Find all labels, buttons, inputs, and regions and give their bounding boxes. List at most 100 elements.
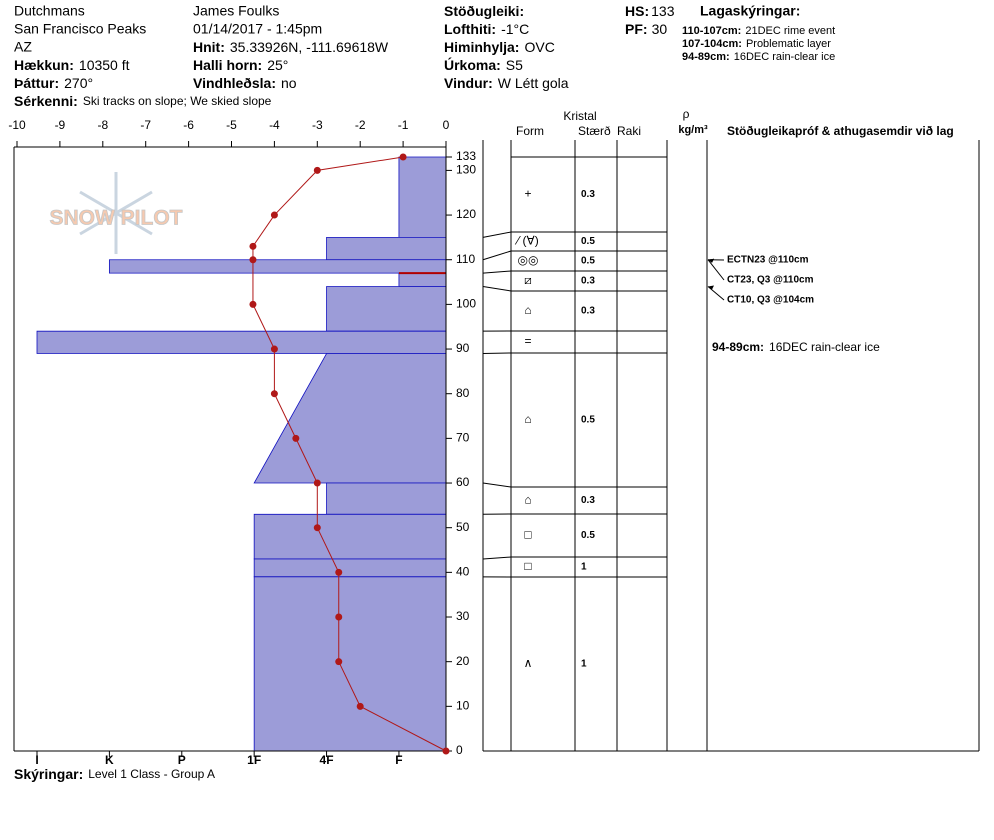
crystal-size: 0.5 bbox=[581, 236, 595, 247]
header-rho: ρ bbox=[683, 107, 690, 121]
label: PF: bbox=[625, 21, 648, 37]
temp-tick-label: -8 bbox=[97, 118, 108, 132]
layer-note: 94-89cm: 16DEC rain-clear ice bbox=[682, 51, 835, 63]
temp-tick-label: 0 bbox=[443, 118, 450, 132]
temperature-point bbox=[270, 390, 278, 398]
layer-connector bbox=[482, 352, 512, 355]
hardness-bar bbox=[108, 259, 447, 274]
value: Ski tracks on slope; We skied slope bbox=[83, 94, 272, 108]
depth-tick-label: 50 bbox=[456, 520, 470, 534]
range: 94-89cm: bbox=[682, 51, 730, 63]
temperature-line bbox=[252, 156, 447, 752]
value: no bbox=[281, 75, 297, 91]
location: Dutchmans bbox=[14, 3, 85, 19]
temp-tick-label: -1 bbox=[398, 118, 409, 132]
layer-connector bbox=[482, 250, 512, 261]
label: HS: bbox=[625, 3, 649, 19]
label: Úrkoma: bbox=[444, 56, 501, 73]
temperature-point bbox=[335, 658, 343, 666]
crystal-form: + bbox=[524, 187, 531, 201]
header-size: Stærð bbox=[578, 124, 611, 138]
header-form: Form bbox=[516, 124, 544, 138]
temp-tick-label: -2 bbox=[355, 118, 366, 132]
value: 133 bbox=[651, 3, 675, 19]
hardness-bar bbox=[398, 272, 447, 287]
hardness-tick-label: I bbox=[35, 753, 38, 767]
hardness-bar bbox=[253, 558, 447, 578]
crystal-form: ⌂ bbox=[524, 493, 531, 507]
layer-connector bbox=[482, 286, 512, 292]
depth-tick-label: 40 bbox=[456, 565, 470, 579]
temperature-point bbox=[313, 479, 321, 487]
crystal-size: 0.3 bbox=[581, 495, 595, 506]
depth-tick-label: 120 bbox=[456, 207, 476, 221]
depth-tick-label: 30 bbox=[456, 609, 470, 623]
wind: Vindur: W Létt gola bbox=[444, 75, 569, 91]
hardness-bar bbox=[253, 576, 447, 752]
crystal-size: 0.5 bbox=[581, 256, 595, 267]
temperature-point bbox=[249, 242, 257, 250]
temperature-point bbox=[442, 747, 450, 755]
datetime: 01/14/2017 - 1:45pm bbox=[193, 21, 322, 37]
test-label: CT10, Q3 @104cm bbox=[727, 295, 814, 306]
hardness-bar bbox=[253, 353, 447, 484]
value: W Létt gola bbox=[498, 75, 569, 91]
layer-comment: 94-89cm: 16DEC rain-clear ice bbox=[712, 340, 880, 354]
features: Sérkenni: Ski tracks on slope; We skied s… bbox=[14, 93, 272, 109]
crystal-form: ⁄ (∀) bbox=[514, 234, 539, 248]
text: 16DEC rain-clear ice bbox=[734, 51, 835, 63]
depth-tick-label: 60 bbox=[456, 475, 470, 489]
label: Vindhleðsla: bbox=[193, 75, 276, 91]
temp-tick-label: -5 bbox=[226, 118, 237, 132]
value: S5 bbox=[506, 57, 523, 73]
sky: Himinhylja: OVC bbox=[444, 39, 555, 55]
footer: Skýringar: Level 1 Class - Group A bbox=[14, 766, 215, 782]
depth-tick-label: 110 bbox=[456, 252, 475, 266]
hardness-tick-label: F bbox=[395, 753, 402, 767]
logo: SNOW PILOT bbox=[49, 172, 183, 254]
crystal-size: 0.3 bbox=[581, 189, 595, 200]
hardness-bar bbox=[253, 513, 447, 560]
label: Sérkenni: bbox=[14, 93, 78, 109]
label: Þáttur: bbox=[14, 75, 59, 91]
test-label: ECTN23 @110cm bbox=[727, 255, 809, 266]
value: 270° bbox=[64, 75, 93, 91]
depth-tick-label: 70 bbox=[456, 431, 470, 445]
temp-tick-label: -10 bbox=[8, 118, 26, 132]
layer-note: 107-104cm: Problematic layer bbox=[682, 38, 831, 50]
header-tests: Stöðugleikapróf & athugasemdir við lag bbox=[727, 124, 954, 138]
value: OVC bbox=[524, 39, 554, 55]
temp-tick-label: -7 bbox=[140, 118, 151, 132]
header-crystal: Kristal bbox=[563, 109, 596, 123]
value: 10350 ft bbox=[79, 57, 130, 73]
depth-tick-label: 90 bbox=[456, 341, 470, 355]
layer-connector bbox=[482, 231, 512, 238]
text: 21DEC rime event bbox=[745, 25, 835, 37]
crystal-form: □ bbox=[524, 559, 531, 573]
depth-tick-label: 20 bbox=[456, 654, 470, 668]
range: 107-104cm: bbox=[682, 38, 742, 50]
temperature-point bbox=[356, 702, 364, 710]
value: -1°C bbox=[501, 21, 529, 37]
temperature-point bbox=[270, 345, 278, 353]
temp-tick-label: -3 bbox=[312, 118, 323, 132]
temperature-point bbox=[313, 166, 321, 174]
aspect: Þáttur: 270° bbox=[14, 75, 93, 91]
label: Hækkun: bbox=[14, 57, 74, 73]
temp-tick-label: -9 bbox=[55, 118, 66, 132]
label: Vindur: bbox=[444, 75, 493, 91]
range: San Francisco Peaks bbox=[14, 21, 146, 37]
header-density-unit: kg/m³ bbox=[678, 124, 708, 136]
hardness-tick-label: P bbox=[178, 753, 186, 767]
crystal-size: 0.3 bbox=[581, 276, 595, 287]
label: Hnit: bbox=[193, 39, 225, 55]
test-arrow bbox=[707, 259, 725, 281]
label: Stöðugleiki: bbox=[444, 3, 524, 19]
slope: Halli horn: 25° bbox=[193, 57, 288, 73]
hardness-tick-label: K bbox=[105, 753, 114, 767]
elevation: Hækkun: 10350 ft bbox=[14, 57, 130, 73]
temperature-point bbox=[270, 211, 278, 219]
range: 94-89cm: bbox=[712, 340, 764, 354]
logo-text: SNOW PILOT bbox=[50, 207, 183, 230]
test-arrowhead bbox=[708, 258, 714, 263]
